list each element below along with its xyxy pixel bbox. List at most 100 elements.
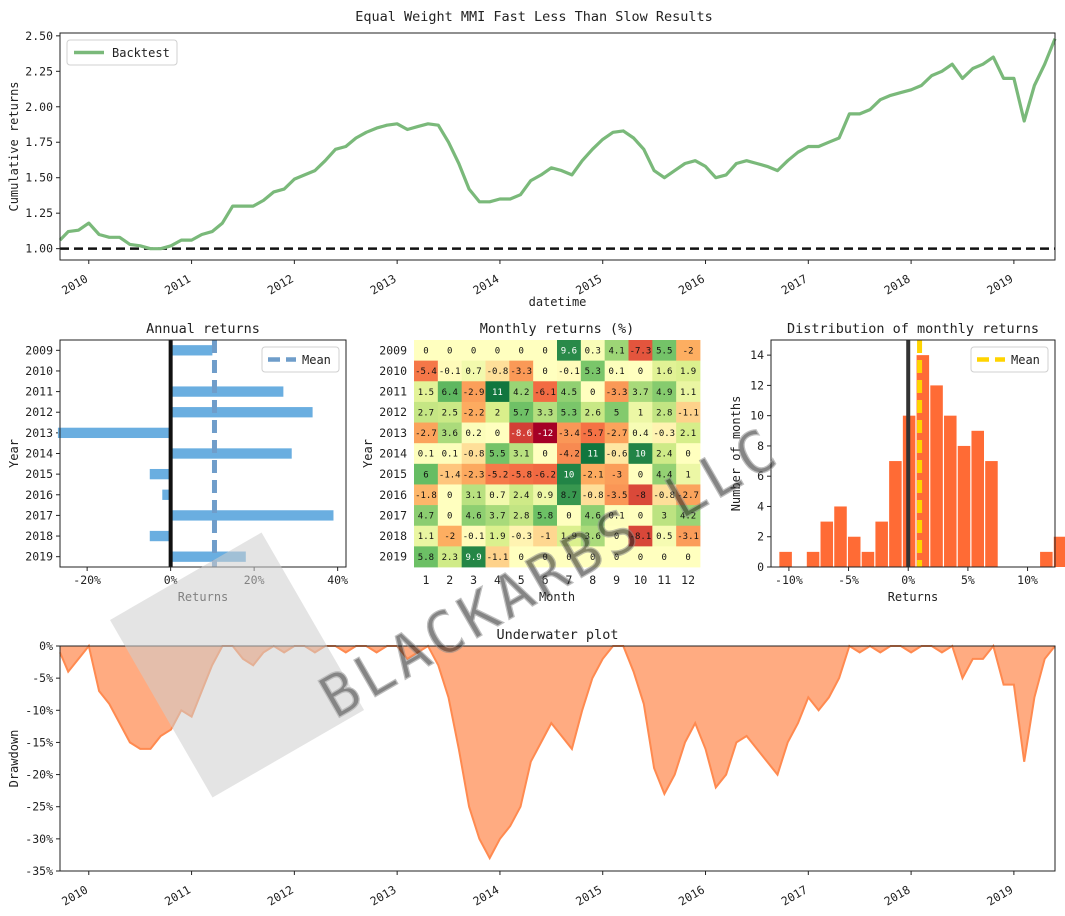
y-tick-label: 2 xyxy=(757,530,764,544)
heatmap-cell xyxy=(604,505,629,527)
annual-bar xyxy=(162,489,171,500)
y-axis-label: Number of months xyxy=(729,396,743,512)
heatmap-cell xyxy=(652,381,677,403)
heatmap-cell-value: -0.8 xyxy=(582,491,604,501)
heatmap-cell xyxy=(652,360,677,382)
x-tick-label: 2 xyxy=(446,573,453,587)
heatmap-cell-value: 3.6 xyxy=(585,532,601,542)
heatmap-cell xyxy=(485,505,510,527)
heatmap-cell-value: 4.6 xyxy=(585,512,601,522)
heatmap-cell xyxy=(533,422,558,444)
heatmap-cell-value: 2.5 xyxy=(442,408,458,418)
heatmap-cell-value: 10 xyxy=(635,450,646,460)
heatmap-cell xyxy=(580,546,606,568)
y-tick-label: 2015 xyxy=(25,467,53,481)
heatmap-cell-value: -4.2 xyxy=(558,450,580,460)
heatmap-cell-value: 8.7 xyxy=(561,491,577,501)
heatmap-cell-value: 0 xyxy=(685,553,690,563)
heatmap-cell xyxy=(676,401,701,423)
y-tick-label: 2012 xyxy=(25,405,53,419)
heatmap-cell-value: -8 xyxy=(635,491,646,501)
x-tick-label: 1 xyxy=(422,573,429,587)
heatmap-cell-value: -0.3 xyxy=(510,532,532,542)
heatmap-cell xyxy=(557,381,582,403)
heatmap-cell-value: -2.7 xyxy=(415,429,437,439)
y-tick-label: -35% xyxy=(25,864,53,878)
y-axis-label: Cumulative returns xyxy=(7,81,21,211)
x-tick-label: 2010 xyxy=(59,271,90,297)
histogram-bar xyxy=(861,551,875,567)
underwater-chart: 0% -5% -10% -15% -20% -25% -30% -35% 2010 2011 201… xyxy=(7,627,1056,908)
x-tick-label: 2017 xyxy=(779,882,810,908)
heatmap-cell xyxy=(652,484,677,506)
heatmap-cell xyxy=(509,443,534,465)
heatmap-cell xyxy=(628,381,653,403)
y-tick-label: 2016 xyxy=(25,488,53,502)
x-tick-label: 8 xyxy=(589,573,596,587)
annual-bar xyxy=(149,468,171,480)
y-tick-label: -5% xyxy=(32,671,53,685)
annual-bar xyxy=(57,427,171,439)
heatmap-cell xyxy=(557,463,582,485)
heatmap-cell xyxy=(557,401,582,423)
heatmap-cell-value: 5.8 xyxy=(418,553,434,563)
histogram-bar xyxy=(834,506,847,567)
y-tick-label: 1.00 xyxy=(25,242,53,256)
heatmap-cell-value: 0 xyxy=(638,553,643,563)
heatmap-cell-value: 9.6 xyxy=(561,347,577,357)
heatmap-cell-value: 5 xyxy=(614,408,619,418)
x-tick-label: 2012 xyxy=(265,882,296,908)
heatmap-cell-value: 0 xyxy=(614,553,619,563)
cumulative-returns-chart: 1.00 1.25 1.50 1.75 2.00 2.25 2.50 2010 2011 2012… xyxy=(7,29,1057,309)
heatmap-cell xyxy=(461,401,486,423)
heatmap-cell xyxy=(437,381,463,403)
heatmap-cell xyxy=(509,360,534,382)
heatmap-cell xyxy=(628,401,653,423)
heatmap-cell xyxy=(676,443,701,465)
heatmap-cell-value: 3.7 xyxy=(489,512,505,522)
heatmap-cell xyxy=(414,340,439,362)
y-tick-label: 2019 xyxy=(379,550,407,564)
heatmap-cell xyxy=(437,401,463,423)
heatmap-cell xyxy=(628,340,653,362)
heatmap-cell xyxy=(652,505,677,527)
heatmap-cell-value: -2.9 xyxy=(463,388,485,398)
x-tick-label: 2011 xyxy=(162,271,193,297)
heatmap-cell-value: 5.5 xyxy=(489,450,505,460)
x-tick-label: 2014 xyxy=(470,882,501,908)
y-tick-label: 2017 xyxy=(25,508,53,522)
heatmap-cell xyxy=(461,546,486,568)
histogram-bar xyxy=(779,551,792,567)
heatmap-cell-value: -1.8 xyxy=(415,491,437,501)
heatmap-cell-value: 0 xyxy=(638,470,643,480)
y-tick-label: 2010 xyxy=(379,364,407,378)
heatmap-cell-value: -0.6 xyxy=(606,450,628,460)
heatmap-cell xyxy=(461,381,486,403)
chart-title: Annual returns xyxy=(146,321,260,337)
heatmap-cell-value: -1 xyxy=(540,532,551,542)
heatmap-cell-value: 0 xyxy=(685,450,690,460)
heatmap-cell xyxy=(437,484,463,506)
x-tick-label: 10 xyxy=(633,573,647,587)
heatmap-cell-value: -6.2 xyxy=(534,470,556,480)
heatmap-cell xyxy=(437,360,463,382)
heatmap-cell xyxy=(509,401,534,423)
heatmap-cell-value: -3.3 xyxy=(606,388,628,398)
heatmap-cell-value: 1 xyxy=(638,408,643,418)
annual-bar xyxy=(170,386,284,397)
heatmap-cell xyxy=(557,360,582,382)
heatmap-cell xyxy=(628,525,653,547)
x-tick-label: 2010 xyxy=(59,882,90,908)
heatmap-cell-value: 0.9 xyxy=(537,491,553,501)
y-tick-label: 2012 xyxy=(379,405,407,419)
x-tick-label: 2016 xyxy=(676,882,707,908)
x-tick-label: -10% xyxy=(775,573,803,587)
heatmap-cell-value: -8.1 xyxy=(630,532,652,542)
heatmap-cell-value: 1.1 xyxy=(418,532,434,542)
heatmap-cell-value: 2.1 xyxy=(680,429,696,439)
heatmap-cell xyxy=(557,443,582,465)
annual-bar xyxy=(170,551,246,562)
y-tick-label: 0% xyxy=(39,639,53,653)
x-tick-label: 2018 xyxy=(882,271,913,297)
